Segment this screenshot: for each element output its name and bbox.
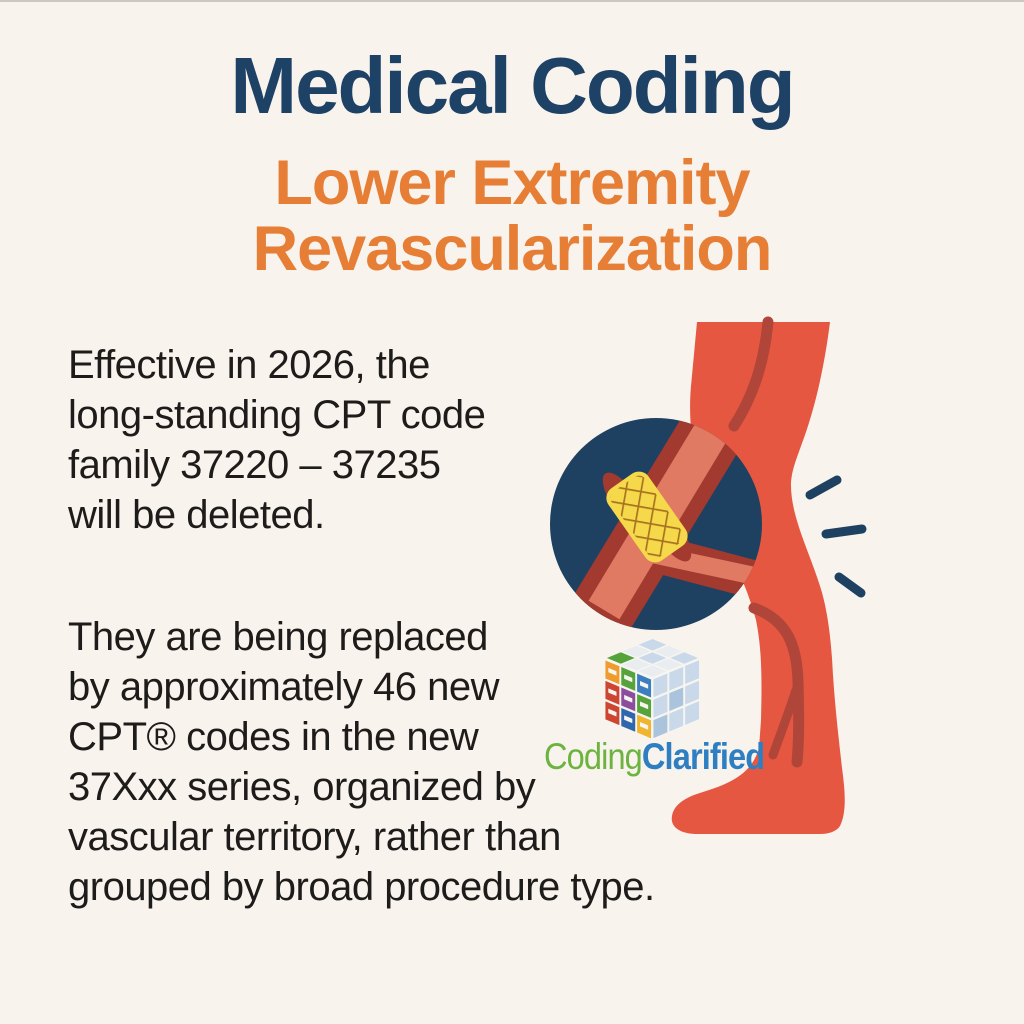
paragraph-line: by approximately 46 new bbox=[68, 665, 499, 709]
artery-line-branch bbox=[768, 685, 801, 760]
artery-line-shin bbox=[748, 602, 805, 768]
body-paragraph-1: Effective in 2026, the long-standing CPT… bbox=[68, 340, 486, 540]
page-subtitle: Lower Extremity Revascularization bbox=[0, 150, 1024, 282]
paragraph-line: CPT® codes in the new bbox=[68, 715, 479, 759]
emphasis-dash bbox=[805, 475, 842, 500]
logo-wordmark: CodingClarified bbox=[544, 736, 765, 777]
stent bbox=[606, 471, 688, 563]
leg-illustration bbox=[550, 316, 867, 834]
subtitle-line-1: Lower Extremity bbox=[274, 148, 750, 218]
paragraph-line: family 37220 – 37235 bbox=[68, 443, 441, 487]
vessel-branch-lumen bbox=[650, 545, 762, 587]
paragraph-line: 37Xxx series, organized by bbox=[68, 765, 536, 809]
paragraph-line: They are being replaced bbox=[68, 615, 488, 659]
paragraph-line: will be deleted. bbox=[68, 493, 325, 537]
emphasis-dash bbox=[834, 572, 866, 598]
paragraph-line: Effective in 2026, the bbox=[68, 343, 430, 387]
wordmark-coding: Coding bbox=[544, 736, 643, 777]
paragraph-line: long-standing CPT code bbox=[68, 393, 486, 437]
emphasis-dash bbox=[821, 524, 867, 539]
subtitle-line-2: Revascularization bbox=[252, 214, 773, 284]
paragraph-line: vascular territory, rather than bbox=[68, 815, 561, 859]
artery-line-thigh bbox=[728, 316, 774, 432]
body-paragraph-2: They are being replaced by approximately… bbox=[68, 612, 655, 912]
page-title: Medical Coding bbox=[230, 41, 795, 130]
paragraph-line: grouped by broad procedure type. bbox=[68, 865, 655, 909]
knee-emphasis-dashes bbox=[805, 475, 867, 598]
logo-cube-icon bbox=[604, 638, 700, 740]
artery-magnifier-circle bbox=[550, 418, 762, 630]
wordmark-clarified: Clarified bbox=[641, 736, 765, 777]
